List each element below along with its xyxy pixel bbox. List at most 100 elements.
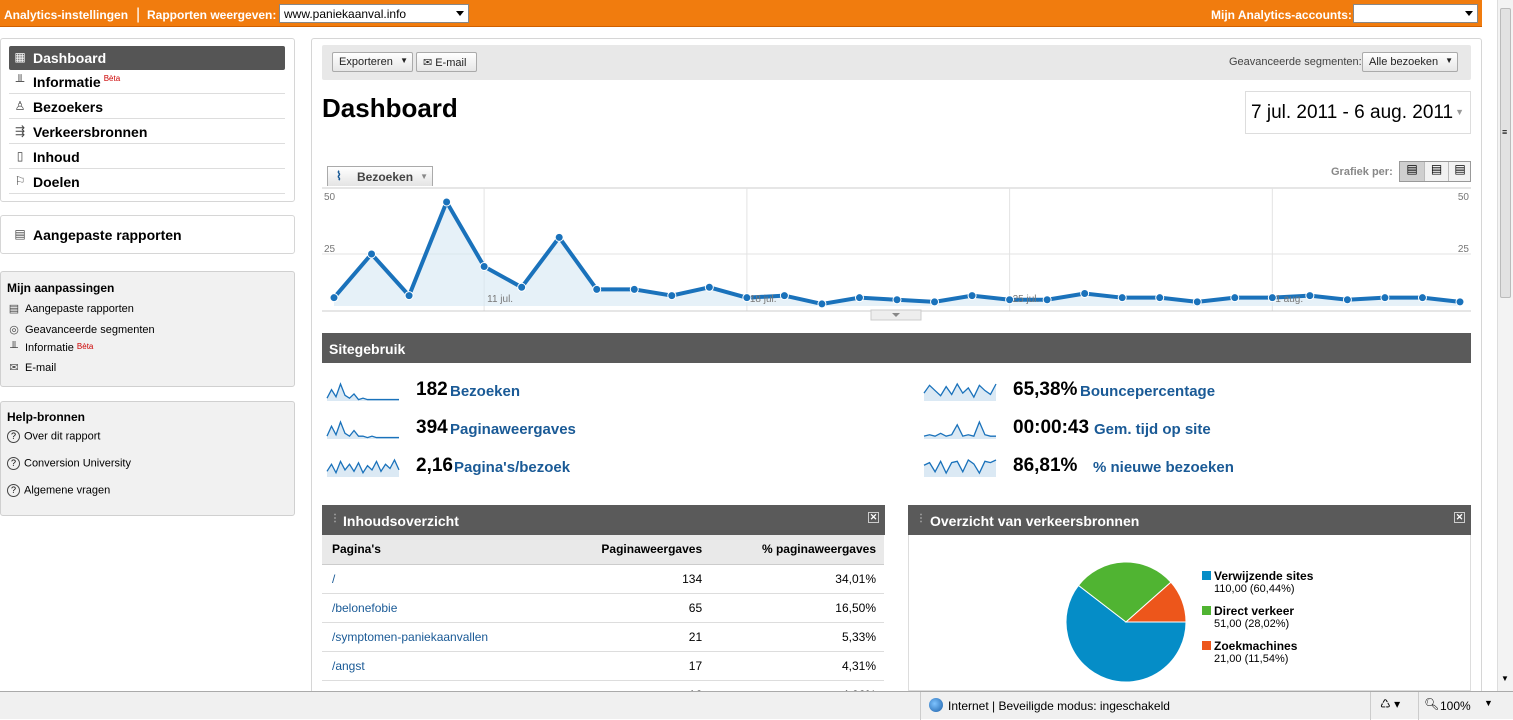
data-point[interactable] [629, 284, 639, 294]
nav-dashboard[interactable]: ▦ Dashboard [9, 46, 285, 70]
analytics-settings-link[interactable]: Analytics-instellingen [4, 8, 129, 22]
status-divider [920, 692, 921, 720]
nav-doelen[interactable]: ⚐ Doelen [9, 170, 285, 194]
data-point[interactable] [704, 282, 714, 292]
export-button[interactable]: Exporteren ▼ [332, 52, 413, 72]
scroll-down-icon[interactable]: ▼ [1501, 674, 1509, 683]
page-link[interactable]: /belonefobie [322, 593, 554, 623]
data-point[interactable] [554, 232, 564, 242]
data-point[interactable] [1192, 297, 1202, 307]
protected-mode-icon[interactable]: ♺ ▾ [1380, 697, 1401, 711]
custom-reports-link[interactable]: ▤ Aangepaste rapporten [7, 302, 134, 315]
graph-per-month-button[interactable]: ▤ [1448, 162, 1471, 181]
nav-inhoud[interactable]: ▯ Inhoud [9, 145, 285, 169]
help-link-conversion[interactable]: ? Conversion University [7, 457, 131, 470]
data-point[interactable] [967, 291, 977, 301]
metric-value: 394 [416, 417, 448, 438]
zoom-level[interactable]: 100% [1440, 699, 1471, 713]
visits-points [329, 197, 1465, 309]
nav-bezoekers[interactable]: ♙ Bezoekers [9, 95, 285, 119]
email-button[interactable]: ✉ E-mail [416, 52, 477, 72]
metric-name-link[interactable]: Bezoeken [450, 383, 521, 400]
graph-per-week-button[interactable]: ▤ [1424, 162, 1448, 181]
column-header-page[interactable]: Pagina's [322, 535, 554, 565]
nav-custom-reports[interactable]: ▤ Aangepaste rapporten [9, 223, 285, 247]
vertical-scrollbar[interactable]: ≡ ▼ [1497, 0, 1513, 691]
advanced-segments-link[interactable]: ◎ Geavanceerde segmenten [7, 323, 155, 336]
site-usage-header: Sitegebruik [322, 333, 1471, 363]
help-link-faq[interactable]: ? Algemene vragen [7, 484, 110, 497]
metric-name-link[interactable]: Gem. tijd op site [1094, 421, 1211, 438]
data-point[interactable] [1230, 293, 1240, 303]
help-heading: Help-bronnen [7, 410, 85, 424]
page-link[interactable]: /angst [322, 651, 554, 681]
data-point[interactable] [404, 291, 414, 301]
nav-label: Dashboard [33, 50, 107, 66]
report-icon: ▤ [8, 303, 20, 315]
graph-metric-tab[interactable]: ⌇ Bezoeken ▼ [327, 166, 433, 186]
content-overview-title: Inhoudsoverzicht [343, 513, 459, 529]
data-point[interactable] [892, 295, 902, 305]
data-point[interactable] [742, 293, 752, 303]
slice-referring[interactable] [1065, 584, 1187, 683]
page-link[interactable]: /symptomen-paniekaanvallen [322, 622, 554, 652]
link-text: Geavanceerde segmenten [25, 324, 155, 336]
drag-handle-icon[interactable]: ⋮ [330, 513, 340, 524]
close-icon[interactable]: ✕ [868, 512, 879, 523]
nav-verkeersbronnen[interactable]: ⇶ Verkeersbronnen [9, 120, 285, 144]
data-point[interactable] [1380, 293, 1390, 303]
chevron-down-icon[interactable]: ▼ [1484, 698, 1493, 708]
close-icon[interactable]: ✕ [1454, 512, 1465, 523]
chevron-down-icon [456, 11, 464, 16]
slice-direct[interactable] [1077, 561, 1172, 623]
help-link-about[interactable]: ? Over dit rapport [7, 430, 100, 443]
y-tick-label: 50 [324, 192, 336, 203]
help-panel: Help-bronnen ? Over dit rapport ? Conversi… [0, 401, 295, 516]
data-point[interactable] [1267, 293, 1277, 303]
graph-per-day-button[interactable]: ▤ [1400, 162, 1424, 181]
column-header-pageviews[interactable]: Paginaweergaves [553, 535, 711, 565]
data-point[interactable] [1117, 293, 1127, 303]
data-point[interactable] [1080, 289, 1090, 299]
nav-informatie[interactable]: ╨ Informatie Bèta [9, 70, 285, 94]
metric-name-link[interactable]: Paginaweergaves [450, 421, 576, 438]
page-link[interactable]: / [322, 564, 554, 594]
drag-handle-icon[interactable]: ⋮ [916, 513, 926, 524]
data-point[interactable] [329, 293, 339, 303]
slice-search[interactable] [1124, 581, 1187, 623]
data-point[interactable] [479, 261, 489, 271]
link-text: Informatie [25, 342, 74, 354]
data-point[interactable] [1417, 293, 1427, 303]
data-point[interactable] [1005, 295, 1015, 305]
data-point[interactable] [779, 291, 789, 301]
data-point[interactable] [1342, 295, 1352, 305]
metric-name-link[interactable]: Bouncepercentage [1080, 383, 1216, 400]
table-row: /angst 17 4,31% [322, 651, 884, 681]
mail-icon: ✉ [423, 57, 433, 69]
informatie-link[interactable]: ╨ Informatie Bèta [7, 342, 93, 354]
metric-name-link[interactable]: Pagina's/bezoek [454, 459, 571, 476]
data-point[interactable] [1305, 291, 1315, 301]
email-link[interactable]: ✉ E-mail [7, 361, 56, 374]
data-point[interactable] [1042, 295, 1052, 305]
data-point[interactable] [1455, 297, 1465, 307]
data-point[interactable] [817, 299, 827, 309]
data-point[interactable] [592, 284, 602, 294]
data-point[interactable] [667, 291, 677, 301]
data-point[interactable] [854, 293, 864, 303]
data-point[interactable] [442, 197, 452, 207]
data-point[interactable] [367, 249, 377, 259]
column-header-pageviews-pct[interactable]: % paginaweergaves [710, 535, 884, 565]
date-range-picker[interactable]: 7 jul. 2011 - 6 aug. 2011 ▼ [1245, 91, 1471, 134]
metric-name-link[interactable]: % nieuwe bezoeken [1093, 459, 1234, 476]
sparkline-area [924, 384, 996, 401]
segments-select[interactable]: Alle bezoeken ▼ [1362, 52, 1458, 72]
accounts-select[interactable] [1353, 4, 1478, 23]
data-point[interactable] [930, 297, 940, 307]
y-tick-label: 50 [1458, 192, 1470, 203]
data-point[interactable] [1155, 293, 1165, 303]
data-point[interactable] [517, 282, 527, 292]
scrollbar-thumb[interactable]: ≡ [1500, 8, 1511, 298]
site-select[interactable]: www.paniekaanval.info [279, 4, 469, 23]
zoom-icon[interactable]: 🔍︎ [1424, 697, 1440, 711]
